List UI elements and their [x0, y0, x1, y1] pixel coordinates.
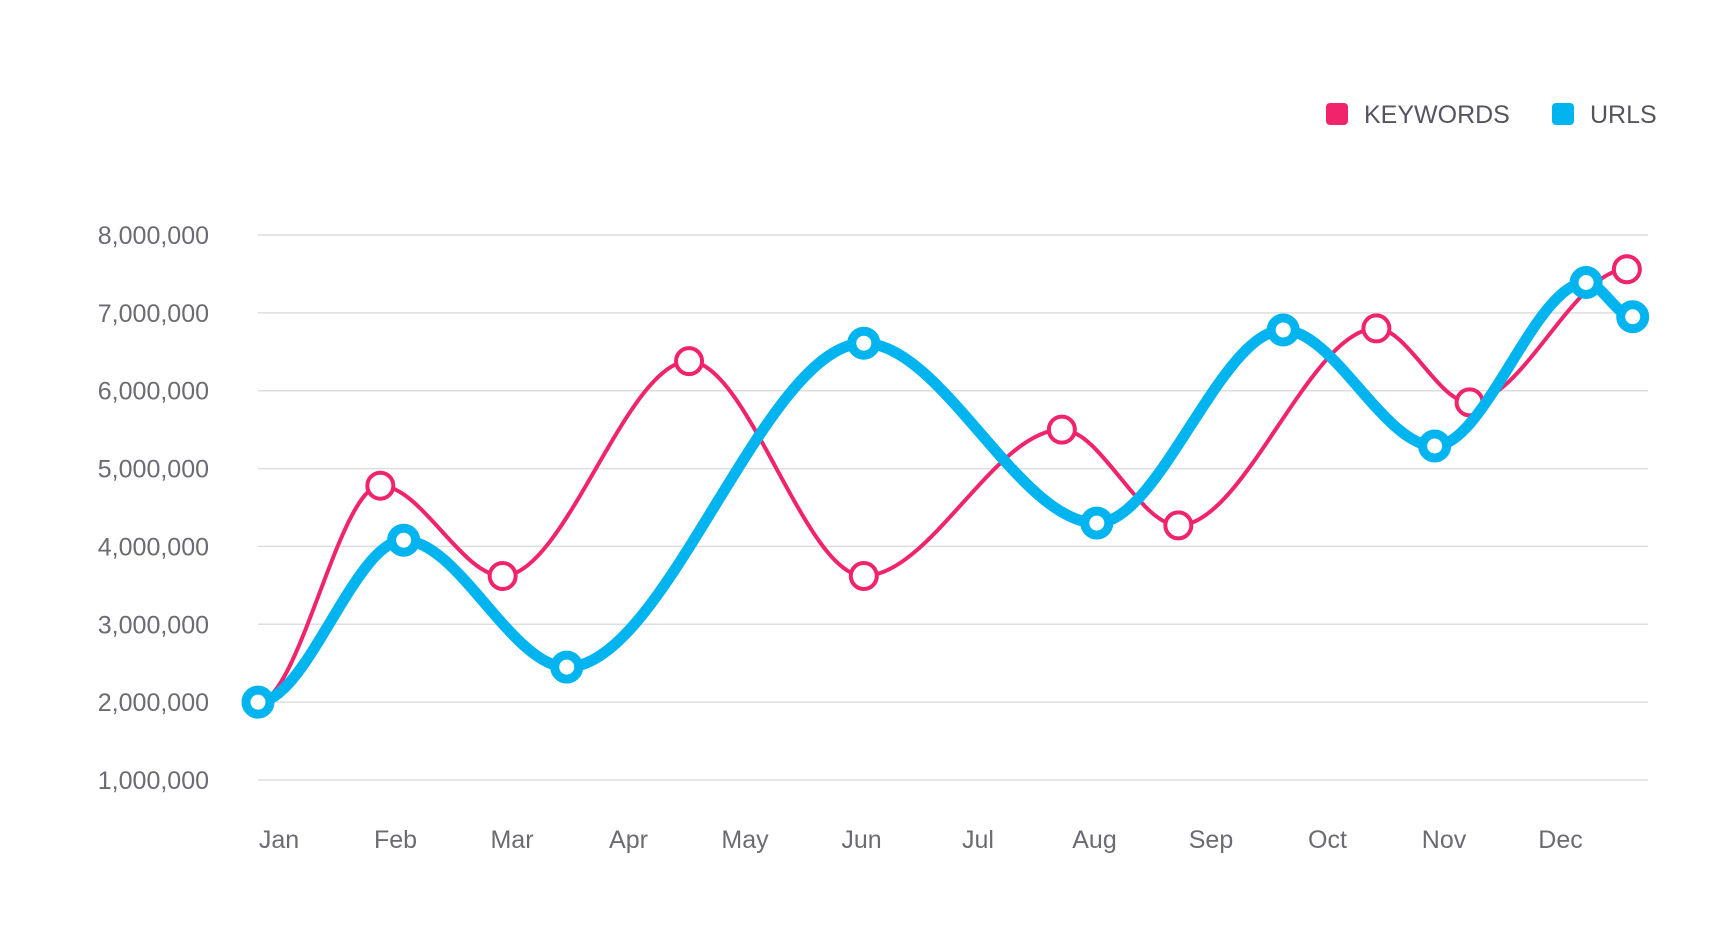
- data-point-urls[interactable]: [550, 650, 584, 684]
- y-tick-label: 4,000,000: [98, 533, 209, 561]
- series-line-keywords: [256, 267, 1629, 705]
- x-tick-label: Feb: [374, 826, 417, 854]
- data-point-urls[interactable]: [1418, 429, 1452, 463]
- data-point-keywords[interactable]: [1046, 414, 1077, 445]
- data-point-keywords[interactable]: [365, 470, 396, 501]
- y-tick-label: 1,000,000: [98, 767, 209, 795]
- y-tick-label: 5,000,000: [98, 456, 209, 484]
- data-point-urls[interactable]: [387, 523, 421, 557]
- data-point-urls[interactable]: [1080, 506, 1114, 540]
- series-keywords: [243, 254, 1642, 718]
- data-point-keywords[interactable]: [674, 346, 705, 377]
- x-tick-label: Nov: [1422, 826, 1467, 854]
- y-tick-label: 6,000,000: [98, 378, 209, 406]
- x-tick-label: Jul: [962, 826, 994, 854]
- x-tick-label: Jun: [841, 826, 881, 854]
- x-tick-label: Oct: [1308, 826, 1347, 854]
- series-lines: [241, 254, 1650, 719]
- x-tick-label: Sep: [1189, 826, 1233, 854]
- legend-swatch: [1326, 103, 1348, 125]
- y-tick-label: 7,000,000: [98, 300, 209, 328]
- x-tick-label: Apr: [609, 826, 648, 854]
- series-urls: [241, 265, 1650, 719]
- legend-item-urls[interactable]: URLS: [1552, 101, 1657, 129]
- data-point-urls[interactable]: [1569, 265, 1603, 299]
- data-point-keywords[interactable]: [487, 561, 518, 592]
- grid-lines: [258, 234, 1648, 781]
- y-tick-label: 2,000,000: [98, 689, 209, 717]
- x-axis-tick-labels: Jan Feb Mar Apr May Jun Jul Aug Sep Oct Nov Dec: [259, 826, 1583, 854]
- x-tick-label: Mar: [490, 826, 533, 854]
- data-point-keywords[interactable]: [1611, 254, 1642, 285]
- data-point-keywords[interactable]: [848, 561, 879, 592]
- y-axis-tick-labels: 1,000,000 2,000,000 3,000,000 4,000,000 5,00…: [98, 222, 209, 795]
- series-line-urls: [252, 276, 1639, 708]
- data-point-urls[interactable]: [1616, 300, 1650, 334]
- data-point-urls[interactable]: [1266, 313, 1300, 347]
- legend-label: KEYWORDS: [1364, 101, 1510, 129]
- legend-swatch: [1552, 103, 1574, 125]
- data-point-urls[interactable]: [241, 685, 275, 719]
- x-tick-label: Aug: [1072, 826, 1116, 854]
- y-tick-label: 3,000,000: [98, 611, 209, 639]
- y-tick-label: 8,000,000: [98, 222, 209, 250]
- x-tick-label: Jan: [259, 826, 299, 854]
- x-tick-label: May: [721, 826, 769, 854]
- x-tick-label: Dec: [1538, 826, 1582, 854]
- legend-item-keywords[interactable]: KEYWORDS: [1326, 101, 1510, 129]
- data-point-keywords[interactable]: [1361, 313, 1392, 344]
- legend: KEYWORDS URLS: [1326, 101, 1657, 129]
- data-point-urls[interactable]: [847, 326, 881, 360]
- legend-label: URLS: [1590, 101, 1657, 129]
- data-point-keywords[interactable]: [1163, 510, 1194, 541]
